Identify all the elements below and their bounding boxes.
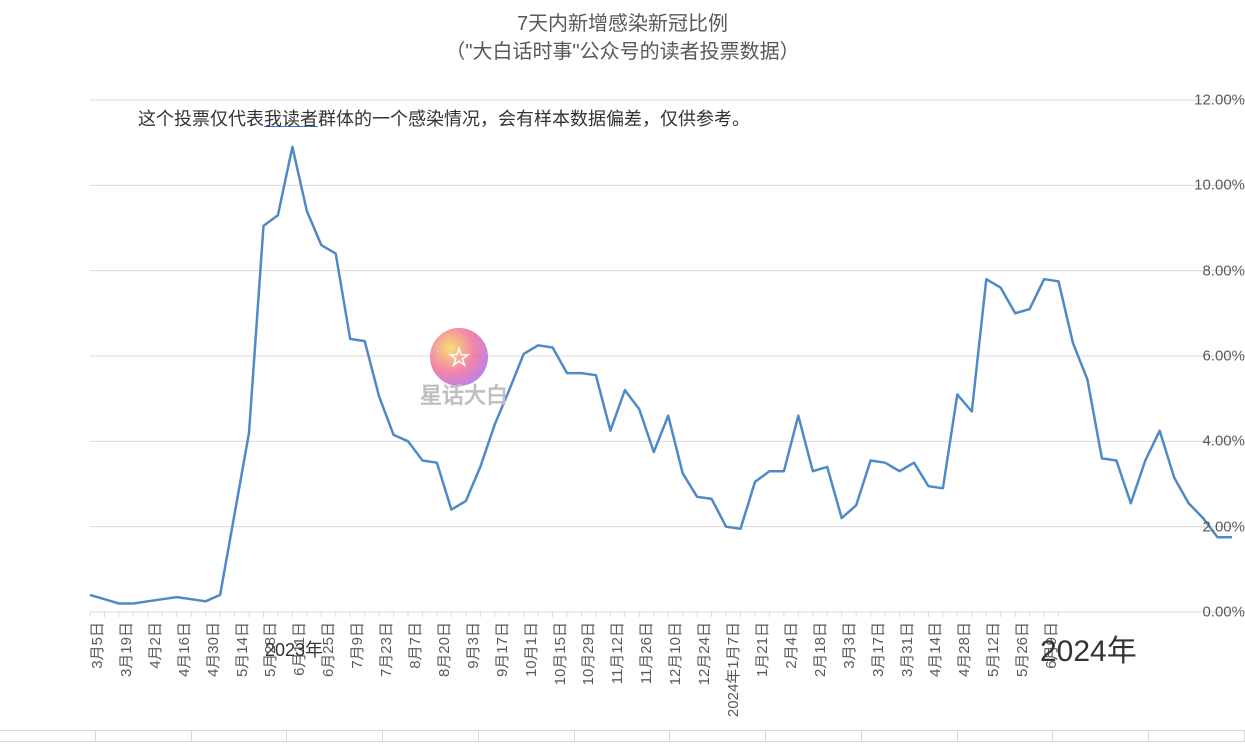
- y-tick-label: 6.00%: [1167, 348, 1245, 365]
- bottom-rule-cell: [670, 731, 766, 741]
- bottom-rule-cell: [1149, 731, 1245, 741]
- x-tick-label: 9月17日: [491, 622, 512, 677]
- x-tick-label: 10月1日: [520, 622, 541, 677]
- x-tick-label: 2月4日: [780, 622, 801, 669]
- x-tick-label: 12月24日: [693, 622, 714, 685]
- x-tick-label: 9月3日: [462, 622, 483, 669]
- bottom-rule-cell: [766, 731, 862, 741]
- x-tick-label: 2月18日: [809, 622, 830, 677]
- x-tick-label: 3月19日: [115, 622, 136, 677]
- x-tick-label: 4月30日: [202, 622, 223, 677]
- x-tick-label: 8月7日: [404, 622, 425, 669]
- x-tick-label: 1月21日: [751, 622, 772, 677]
- x-tick-label: 7月23日: [375, 622, 396, 677]
- x-tick-label: 3月17日: [867, 622, 888, 677]
- bottom-rule-cell: [0, 731, 96, 741]
- bottom-rule-cell: [575, 731, 671, 741]
- x-tick-label: 5月12日: [982, 622, 1003, 677]
- x-tick-label: 4月14日: [924, 622, 945, 677]
- x-tick-label: 12月10日: [664, 622, 685, 685]
- x-tick-label: 5月26日: [1011, 622, 1032, 677]
- bottom-rule-cell: [96, 731, 192, 741]
- x-tick-label: 2024年1月7日: [722, 622, 743, 717]
- year-label-2023: 2023年: [265, 636, 323, 662]
- bottom-rule-cell: [192, 731, 288, 741]
- bottom-rule-cell: [1053, 731, 1149, 741]
- watermark-glyph-icon: ☆: [447, 342, 470, 373]
- x-tick-label: 7月9日: [346, 622, 367, 669]
- x-tick-label: 4月16日: [173, 622, 194, 677]
- bottom-rule-cell: [862, 731, 958, 741]
- bottom-rule-cell: [958, 731, 1054, 741]
- y-tick-label: 10.00%: [1167, 177, 1245, 194]
- bottom-rule: [0, 730, 1245, 742]
- x-tick-label: 3月3日: [838, 622, 859, 669]
- x-tick-label: 10月29日: [577, 622, 598, 685]
- x-tick-label: 5月14日: [231, 622, 252, 677]
- x-tick-label: 11月12日: [606, 622, 627, 684]
- x-tick-label: 4月28日: [953, 622, 974, 677]
- x-tick-label: 3月31日: [896, 622, 917, 677]
- y-tick-label: 2.00%: [1167, 518, 1245, 535]
- bottom-rule-cell: [383, 731, 479, 741]
- x-tick-label: 8月20日: [433, 622, 454, 677]
- watermark-text: 星话大白: [420, 378, 508, 410]
- x-tick-label: 3月5日: [86, 622, 107, 669]
- x-tick-label: 4月2日: [144, 622, 165, 669]
- x-tick-label: 11月26日: [635, 622, 656, 684]
- data-line: [90, 147, 1232, 604]
- y-tick-label: 8.00%: [1167, 262, 1245, 279]
- bottom-rule-cell: [479, 731, 575, 741]
- year-label-2024: 2024年: [1040, 626, 1137, 670]
- y-tick-label: 4.00%: [1167, 433, 1245, 450]
- y-tick-label: 0.00%: [1167, 604, 1245, 621]
- x-tick-label: 10月15日: [549, 622, 570, 685]
- chart-container: 7天内新增感染新冠比例 （"大白话时事"公众号的读者投票数据） 这个投票仅代表我…: [0, 0, 1245, 746]
- y-tick-label: 12.00%: [1167, 92, 1245, 109]
- bottom-rule-cell: [287, 731, 383, 741]
